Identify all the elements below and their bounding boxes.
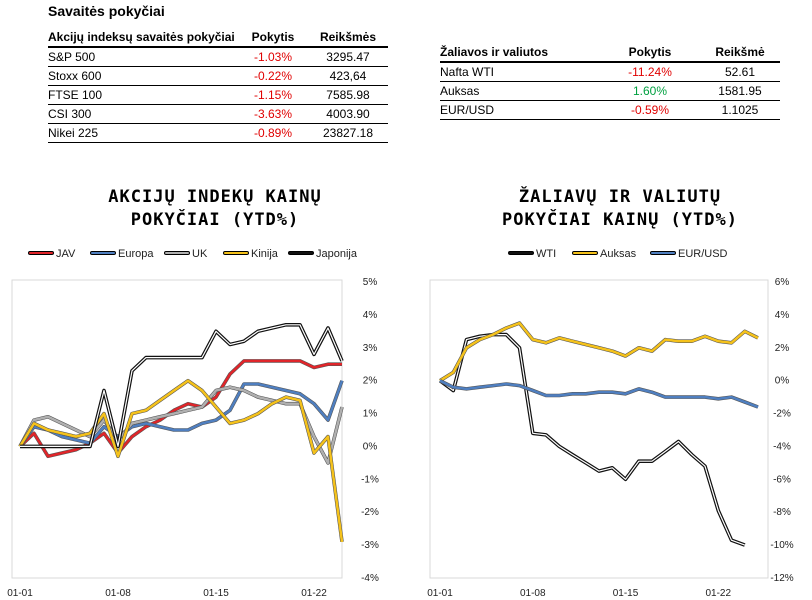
- row-name: Nafta WTI: [440, 62, 600, 82]
- chart1-plot-frame: [11, 279, 343, 579]
- row-name: CSI 300: [48, 104, 238, 124]
- row-value: 3295.47: [308, 47, 388, 67]
- chart1-y-tick-label: 5%: [363, 277, 378, 288]
- chart2-series-line-fill: [439, 379, 759, 409]
- row-name: Nikei 225: [48, 123, 238, 143]
- chart2-x-tick-label: 01-01: [427, 588, 453, 599]
- table-row: FTSE 100 -1.15% 7585.98: [48, 85, 388, 105]
- chart2-y-tick-label: -2%: [773, 409, 791, 420]
- chart2-y-tick-label: -4%: [773, 441, 791, 452]
- chart1-y-tick-label: -2%: [361, 507, 379, 518]
- chart1-title-line1: AKCIJŲ INDEKŲ KAINŲ: [108, 187, 322, 207]
- row-name: FTSE 100: [48, 85, 238, 105]
- commodities-header-change: Pokytis: [600, 30, 700, 63]
- chart1-title-line2: POKYČIAI (YTD%): [130, 210, 300, 230]
- row-change: -0.22%: [238, 66, 308, 86]
- chart2-y-tick-label: -12%: [770, 573, 793, 584]
- chart2-title: ŽALIAVŲ IR VALIUTŲ POKYČIAI KAINŲ (YTD%): [440, 186, 800, 232]
- chart1-series-line-fill: [18, 386, 344, 465]
- chart2-legend-label: Auksas: [600, 248, 637, 260]
- table-row: Stoxx 600 -0.22% 423,64: [48, 66, 388, 86]
- chart1-y-tick-label: -1%: [361, 474, 379, 485]
- indices-table: Akcijų indeksų savaitės pokyčiai Pokytis…: [48, 30, 388, 143]
- indices-header-change: Pokytis: [238, 30, 308, 48]
- chart2-title-line1: ŽALIAVŲ IR VALIUTŲ: [518, 187, 722, 207]
- chart1-legend-label: Japonija: [316, 248, 358, 260]
- row-name: Stoxx 600: [48, 66, 238, 86]
- chart2-legend-label: WTI: [536, 248, 556, 260]
- table-row: Nikei 225 -0.89% 23827.18: [48, 123, 388, 143]
- row-change: -0.89%: [238, 123, 308, 143]
- chart1-legend-label: UK: [192, 248, 208, 260]
- chart1-y-tick-label: 4%: [363, 310, 378, 321]
- chart2-series-line-outline: [439, 321, 759, 383]
- chart2-series-line-fill: [439, 321, 759, 382]
- table-row: EUR/USD -0.59% 1.1025: [440, 100, 780, 120]
- row-name: Auksas: [440, 81, 600, 101]
- chart1-y-tick-label: -3%: [361, 540, 379, 551]
- chart1-legend-label: JAV: [56, 248, 76, 260]
- chart2-y-tick-label: 0%: [775, 376, 790, 387]
- commodities-header-name: Žaliavos ir valiutos: [440, 30, 600, 63]
- chart2-series-line: [439, 322, 759, 382]
- chart2-series-line-outline: [438, 332, 746, 547]
- commodities-table: Žaliavos ir valiutos Pokytis Reikšmė Naf…: [440, 30, 780, 120]
- chart2-plot-frame: [429, 279, 769, 579]
- row-change: -1.15%: [238, 85, 308, 105]
- chart2-x-tick-label: 01-15: [613, 588, 639, 599]
- row-value: 4003.90: [308, 104, 388, 124]
- indices-header-value: Reikšmės: [308, 30, 388, 48]
- row-value: 423,64: [308, 66, 388, 86]
- row-value: 1.1025: [700, 100, 780, 120]
- commodities-header-value: Reikšmė: [700, 30, 780, 63]
- chart1-title: AKCIJŲ INDEKŲ KAINŲ POKYČIAI (YTD%): [40, 186, 390, 232]
- chart2-y-tick-label: -8%: [773, 507, 791, 518]
- page-title: Savaitės pokyčiai: [48, 3, 165, 19]
- chart1-x-tick-label: 01-15: [203, 588, 229, 599]
- row-name: EUR/USD: [440, 100, 600, 120]
- row-change: -3.63%: [238, 104, 308, 124]
- chart1-series-line-outline: [18, 359, 342, 459]
- chart1-x-tick-label: 01-22: [301, 588, 327, 599]
- indices-header-name: Akcijų indeksų savaitės pokyčiai: [48, 30, 238, 48]
- chart2-x-tick-label: 01-08: [520, 588, 546, 599]
- chart2-y-tick-label: 4%: [775, 310, 790, 321]
- chart1-series-line-fill: [19, 359, 342, 458]
- table-row: Nafta WTI -11.24% 52.61: [440, 62, 780, 82]
- chart2-title-line2: POKYČIAI KAINŲ (YTD%): [502, 210, 738, 230]
- chart2-series-line-outline: [439, 379, 759, 409]
- row-change: -0.59%: [600, 100, 700, 120]
- chart1-legend-label: Kinija: [251, 248, 279, 260]
- chart1-legend-label: Europa: [118, 248, 154, 260]
- chart1-y-tick-label: 2%: [363, 376, 378, 387]
- row-value: 7585.98: [308, 85, 388, 105]
- chart1-series-line-fill: [19, 380, 344, 448]
- row-value: 52.61: [700, 62, 780, 82]
- row-value: 23827.18: [308, 123, 388, 143]
- chart1-x-tick-label: 01-08: [105, 588, 131, 599]
- chart2-y-tick-label: 6%: [775, 277, 790, 288]
- chart1-x-tick-label: 01-01: [7, 588, 33, 599]
- chart1-series-line: [20, 324, 343, 447]
- chart1-y-tick-label: -4%: [361, 573, 379, 584]
- chart2-legend-label: EUR/USD: [678, 248, 728, 260]
- chart1-y-tick-label: 1%: [363, 409, 378, 420]
- chart1-y-tick-label: 0%: [363, 441, 378, 452]
- chart2-series-line: [439, 334, 746, 546]
- chart1-y-tick-label: 3%: [363, 343, 378, 354]
- chart2-x-tick-label: 01-22: [705, 588, 731, 599]
- chart2-y-tick-label: -10%: [770, 540, 793, 551]
- table-row: Auksas 1.60% 1581.95: [440, 81, 780, 101]
- row-change: -11.24%: [600, 62, 700, 82]
- table-row: CSI 300 -3.63% 4003.90: [48, 104, 388, 124]
- row-change: 1.60%: [600, 81, 700, 101]
- chart2-y-tick-label: 2%: [775, 343, 790, 354]
- row-name: S&P 500: [48, 47, 238, 67]
- table-row: S&P 500 -1.03% 3295.47: [48, 47, 388, 67]
- row-value: 1581.95: [700, 81, 780, 101]
- chart1-series-line-fill: [18, 379, 344, 542]
- row-change: -1.03%: [238, 47, 308, 67]
- chart2-y-tick-label: -6%: [773, 474, 791, 485]
